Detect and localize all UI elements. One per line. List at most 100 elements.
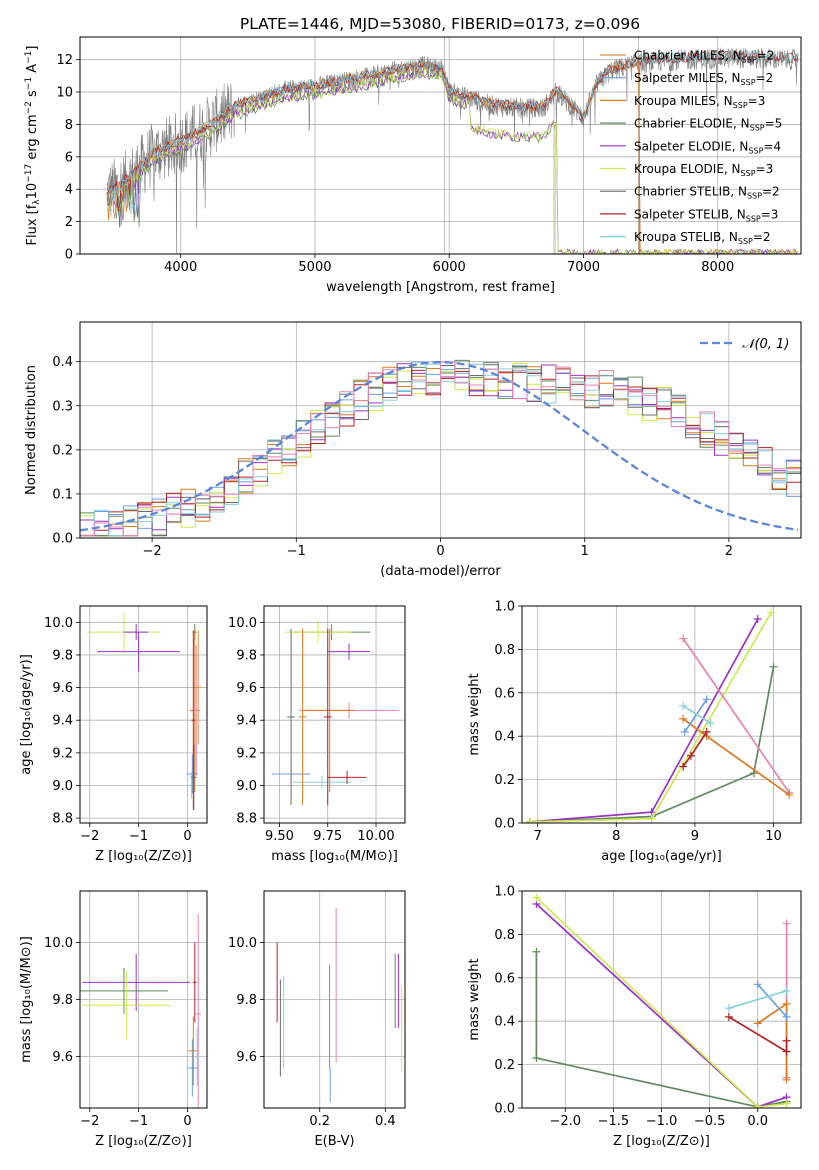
- y-tick-label: 9.0: [52, 779, 73, 794]
- y-tick-label: 9.6: [236, 681, 257, 696]
- plot-frame: [521, 605, 802, 824]
- weight-marker: [525, 817, 534, 823]
- legend-label: 𝒩(0, 1): [742, 337, 789, 352]
- weight-marker: [767, 608, 776, 617]
- y-axis-label-part: −1: [24, 51, 34, 64]
- data-point: [287, 628, 295, 806]
- legend-name: Salpeter STELIB, N: [634, 207, 746, 221]
- y-tick-label: 9.8: [236, 993, 257, 1008]
- legend-sub: SSP: [748, 146, 763, 155]
- y-axis-label: Flux [fλ10−17 erg cm−2 s−1 A−1]: [24, 46, 42, 246]
- y-tick-label: 10.0: [44, 936, 73, 951]
- data-point: [323, 628, 332, 806]
- legend-nssp: =2: [753, 230, 771, 244]
- plot-frame: [79, 36, 802, 255]
- legend-name: Salpeter ELODIE, N: [634, 139, 748, 153]
- axes-z_age: −2 −1 0 8.8 9.0 9.2 9.4 9.6 9.8 10.0 Z [log₁₀(Z/Z⊙…: [19, 605, 208, 864]
- y-axis-label-part: A: [25, 64, 40, 77]
- x-tick-label: 7000: [567, 260, 600, 275]
- x-tick-label: 8: [612, 829, 620, 844]
- figure-title: PLATE=1446, MJD=53080, FIBERID=0173, z=0…: [240, 15, 640, 33]
- weight-line: [682, 705, 712, 724]
- legend-label: Kroupa STELIB, NSSP=2: [634, 230, 771, 246]
- weight-marker: [782, 1099, 791, 1108]
- legend-sub: SSP: [742, 56, 757, 65]
- plot-frame: [79, 605, 208, 824]
- x-tick-label: 8000: [701, 260, 734, 275]
- legend-name: Kroupa STELIB, N: [634, 230, 738, 244]
- x-tick-label: 10.00: [357, 829, 394, 844]
- weight-marker: [782, 1012, 791, 1021]
- model-spectrum-line: [106, 68, 799, 254]
- plot-frame: [263, 605, 406, 824]
- legend-name: Kroupa ELODIE, N: [634, 162, 741, 176]
- axes-z_mass: −2 −1 0 9.6 9.8 10.0 Z [log₁₀(Z/Z⊙)] mass [log₁…: [19, 890, 208, 1149]
- y-tick-label: 1.0: [494, 885, 515, 900]
- x-tick-label: −2: [80, 1114, 99, 1129]
- x-tick-label: 9: [691, 829, 699, 844]
- data-point: [82, 953, 190, 1011]
- legend-nssp: =3: [748, 94, 766, 108]
- x-tick-label: −1: [129, 829, 148, 844]
- legend-label: Kroupa ELODIE, NSSP=3: [634, 162, 773, 178]
- axes-ebv_mass: 0.2 0.4 9.6 9.8 10.0 E(B-V): [228, 890, 406, 1149]
- histogram-group: [80, 359, 801, 537]
- y-tick-label: 9.8: [52, 993, 73, 1008]
- y-tick-label: 2: [65, 215, 73, 230]
- plot-frame: [263, 890, 406, 1109]
- legend-sub: SSP: [741, 169, 756, 178]
- y-axis-label-part: Flux [f: [25, 204, 40, 245]
- y-tick-label: 10.0: [44, 616, 73, 631]
- weight-marker: [680, 727, 689, 736]
- legend-nssp: =2: [762, 185, 780, 199]
- x-axis-label: Z [log₁₀(Z/Z⊙)]: [95, 1134, 192, 1149]
- spectrum-lines: [106, 37, 799, 254]
- legend-sub: SSP: [747, 192, 762, 201]
- y-tick-label: 0.4: [52, 355, 73, 370]
- legend-sub: SSP: [746, 214, 761, 223]
- x-tick-label: 2: [725, 544, 733, 559]
- weight-marker: [532, 893, 541, 902]
- data-point: [97, 632, 181, 672]
- y-axis-label-part: ]: [25, 46, 40, 51]
- legend-name: Chabrier ELODIE, N: [634, 117, 750, 131]
- y-axis-label-part: λ: [32, 199, 42, 205]
- y-tick-label: 10.0: [228, 936, 257, 951]
- plot-frame: [79, 321, 802, 539]
- y-tick-label: 4: [65, 183, 73, 198]
- weight-marker: [647, 814, 656, 823]
- weight-marker: [706, 719, 715, 728]
- weight-marker: [753, 1102, 762, 1108]
- y-axis-label: mass weight: [467, 958, 482, 1040]
- legend-label: Chabrier ELODIE, NSSP=5: [634, 117, 782, 133]
- legend-nssp: =3: [761, 207, 779, 221]
- x-tick-label: 0: [183, 829, 191, 844]
- data-point: [327, 643, 371, 660]
- legend-nssp: =3: [756, 162, 774, 176]
- weight-marker: [753, 1019, 762, 1028]
- y-axis-label: Normed distribution: [24, 365, 39, 495]
- x-tick-label: −2.0: [550, 1114, 582, 1129]
- gaussian-curve: [80, 360, 799, 532]
- y-tick-label: 10.0: [228, 616, 257, 631]
- x-tick-label: 9.75: [313, 829, 342, 844]
- errorbar-group: [80, 913, 202, 1108]
- data-point: [298, 628, 307, 806]
- errorbar-group: [271, 620, 400, 806]
- x-tick-label: 0: [183, 1114, 191, 1129]
- weight-marker: [702, 695, 711, 704]
- y-tick-label: 0.4: [494, 730, 515, 745]
- y-tick-label: 0.4: [494, 1015, 515, 1030]
- legend-nssp: =2: [757, 49, 775, 63]
- y-tick-label: 0.0: [52, 532, 73, 547]
- y-tick-label: 9.6: [52, 681, 73, 696]
- y-tick-label: 0.0: [494, 817, 515, 832]
- y-tick-label: 12: [56, 53, 73, 68]
- axes-age_weight: 7 8 9 10 0.0 0.2 0.4 0.6 0.8 1.0 age [log₁₀(age/yr…: [467, 600, 802, 864]
- y-axis-label-part: s: [25, 90, 40, 101]
- data-point: [188, 1016, 199, 1086]
- y-tick-label: 6: [65, 150, 73, 165]
- x-tick-label: −1: [129, 1114, 148, 1129]
- data-point: [195, 1028, 200, 1086]
